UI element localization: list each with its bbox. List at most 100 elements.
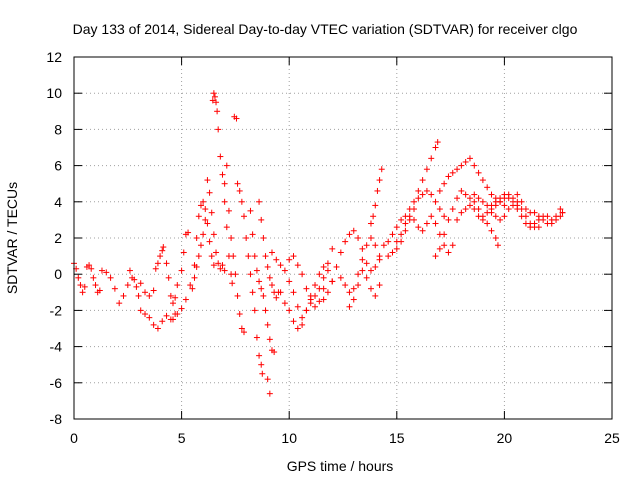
data-point	[320, 296, 327, 303]
data-point	[510, 202, 517, 209]
data-point	[458, 162, 465, 169]
data-point	[133, 283, 140, 290]
data-point	[154, 260, 161, 267]
data-point	[124, 282, 131, 289]
data-point	[559, 209, 566, 216]
x-tick-label: 5	[178, 430, 186, 446]
data-point	[393, 238, 400, 245]
data-point	[419, 177, 426, 184]
x-tick-label: 0	[70, 430, 78, 446]
data-point	[225, 207, 232, 214]
data-point	[320, 285, 327, 292]
data-point	[415, 224, 422, 231]
data-point	[363, 260, 370, 267]
data-point	[146, 292, 153, 299]
data-point	[290, 289, 297, 296]
data-point	[271, 349, 278, 356]
x-tick-label: 25	[604, 430, 620, 446]
data-point	[514, 191, 521, 198]
data-point	[376, 282, 383, 289]
data-point	[342, 282, 349, 289]
grid-lines	[74, 57, 612, 419]
data-point	[193, 235, 200, 241]
data-point	[191, 274, 198, 281]
data-point	[505, 191, 512, 198]
data-point	[193, 263, 200, 270]
data-point	[432, 253, 439, 260]
data-point	[228, 235, 235, 241]
data-point	[214, 108, 221, 115]
data-point	[363, 274, 370, 281]
data-point	[230, 253, 237, 260]
data-point	[462, 206, 469, 213]
data-point	[466, 202, 473, 209]
data-point	[376, 253, 383, 260]
data-point	[258, 216, 265, 223]
data-point	[355, 282, 362, 289]
data-point	[185, 229, 192, 236]
data-point	[471, 206, 478, 213]
data-point	[432, 144, 439, 151]
data-point	[142, 289, 149, 296]
data-point	[150, 321, 157, 328]
data-point	[346, 303, 353, 310]
data-point	[251, 253, 258, 260]
data-point	[419, 191, 426, 198]
data-point	[253, 334, 260, 341]
data-point	[180, 249, 187, 256]
data-point	[241, 213, 248, 220]
data-point	[346, 289, 353, 296]
y-axis-label: SDTVAR / TECUs	[4, 182, 20, 294]
y-tick-label: 0	[54, 266, 62, 282]
data-point	[402, 220, 409, 227]
data-point	[303, 285, 310, 292]
x-tick-label: 10	[281, 430, 297, 446]
data-point	[458, 187, 465, 194]
data-point	[363, 242, 370, 249]
data-point	[213, 249, 220, 256]
data-point	[215, 260, 222, 267]
data-point	[441, 242, 448, 249]
data-point	[494, 242, 501, 249]
data-point	[320, 263, 327, 270]
data-point	[415, 195, 422, 202]
data-point	[479, 216, 486, 223]
data-point	[527, 224, 534, 231]
data-point	[159, 247, 166, 254]
data-point	[236, 187, 243, 194]
data-point	[178, 267, 185, 274]
data-point	[432, 220, 439, 227]
data-point	[522, 206, 529, 213]
data-point	[312, 282, 319, 289]
data-point	[466, 155, 473, 162]
data-point	[393, 224, 400, 231]
data-point	[307, 296, 314, 303]
y-tick-label: 12	[46, 49, 62, 65]
data-point	[211, 93, 218, 100]
data-point	[497, 216, 504, 223]
data-point	[195, 213, 202, 220]
y-tick-label: -8	[50, 411, 63, 427]
y-tick-label: 6	[54, 158, 62, 174]
data-point	[324, 260, 331, 267]
data-point	[111, 285, 118, 292]
y-tick-label: 2	[54, 230, 62, 246]
data-point	[475, 213, 482, 220]
data-point	[355, 271, 362, 278]
data-point	[163, 312, 170, 319]
data-point	[202, 206, 209, 213]
data-point	[466, 195, 473, 202]
data-point	[209, 97, 216, 104]
data-point	[367, 235, 374, 241]
data-point	[449, 206, 456, 213]
data-point	[126, 267, 133, 274]
y-tick-label: 10	[46, 85, 62, 101]
data-point	[221, 198, 228, 205]
data-point	[505, 206, 512, 213]
data-point	[273, 294, 280, 301]
data-point	[79, 289, 86, 296]
plot-frame	[73, 56, 613, 420]
data-point	[249, 289, 256, 296]
data-point	[178, 305, 185, 312]
data-point	[169, 300, 176, 307]
